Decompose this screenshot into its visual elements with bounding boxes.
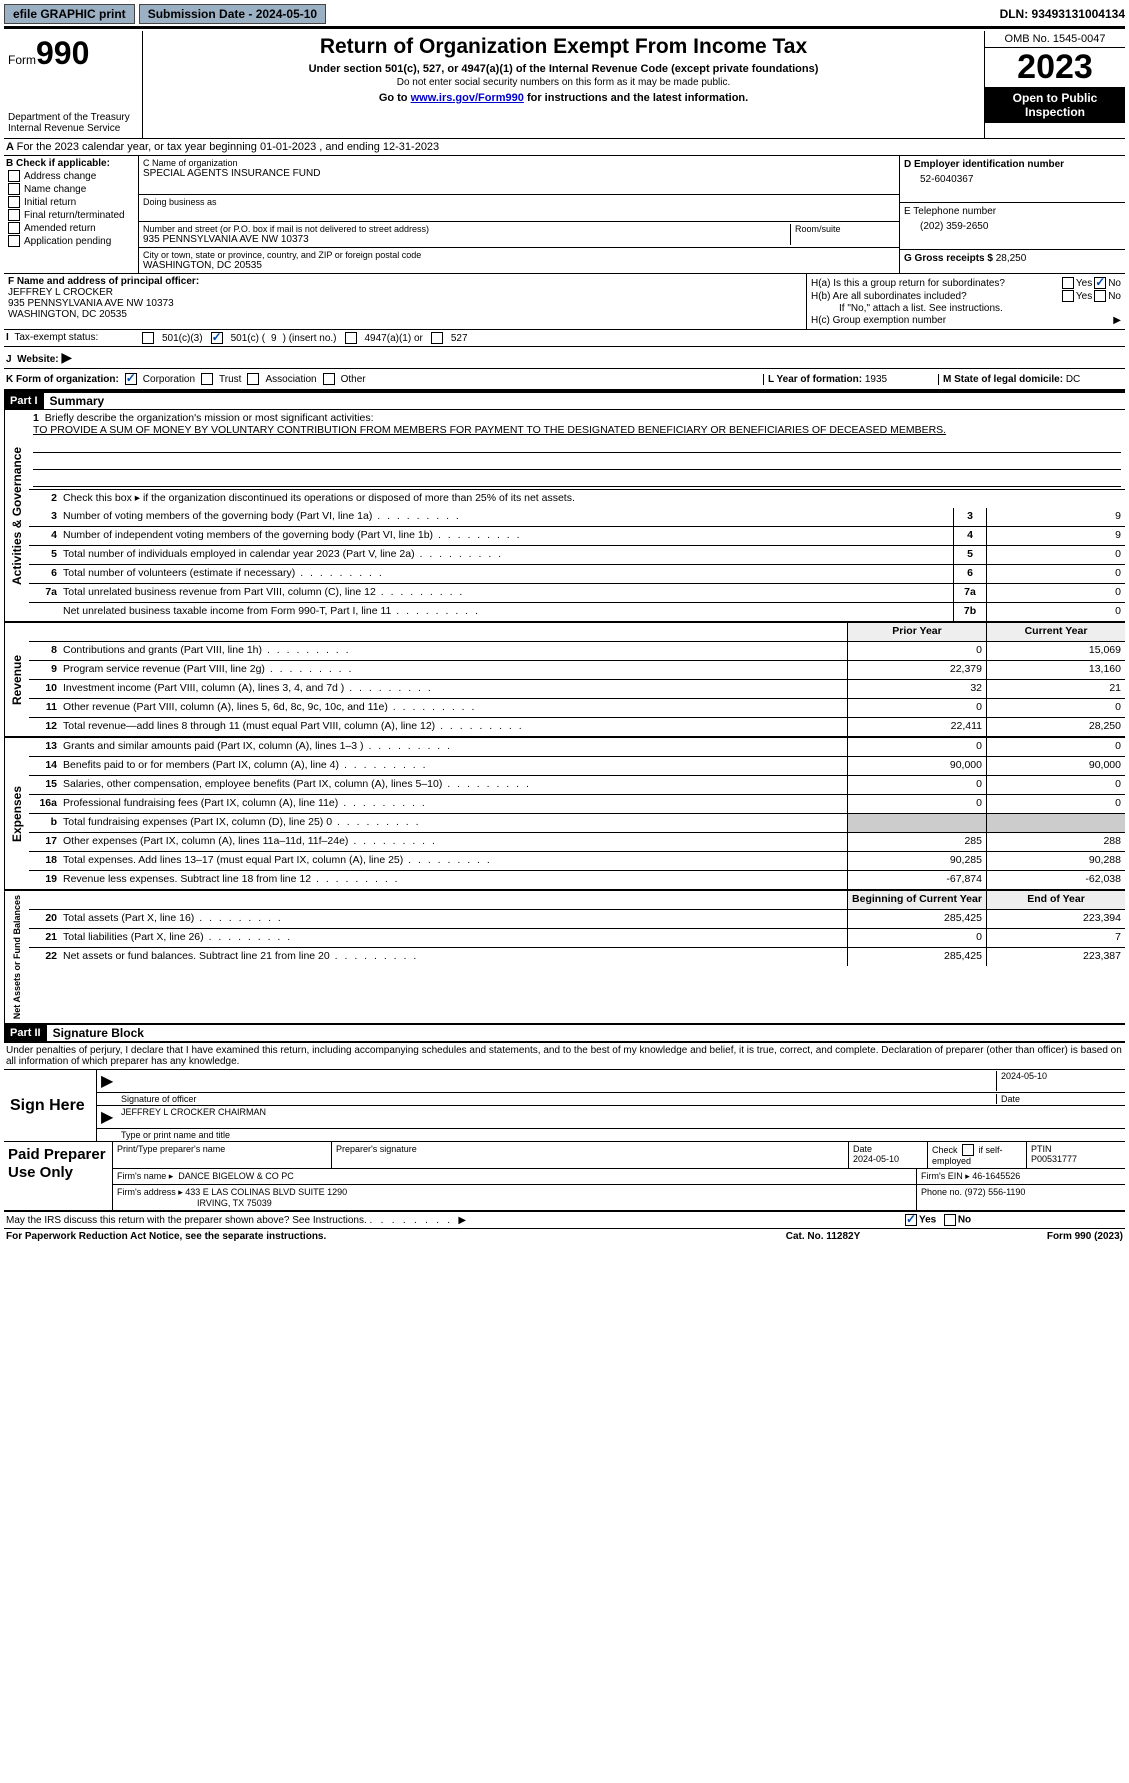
row-i: I Tax-exempt status: 501(c)(3) 501(c) (9…	[4, 329, 1125, 346]
gov-row: 7aTotal unrelated business revenue from …	[29, 583, 1125, 602]
section-note: Under section 501(c), 527, or 4947(a)(1)…	[147, 63, 980, 75]
gov-row: 6Total number of volunteers (estimate if…	[29, 564, 1125, 583]
netassets-section: Net Assets or Fund Balances Beginning of…	[4, 889, 1125, 1023]
instructions-link-row: Go to www.irs.gov/Form990 for instructio…	[147, 92, 980, 104]
org-street: 935 PENNSYLVANIA AVE NW 10373	[143, 234, 790, 245]
irs-link[interactable]: www.irs.gov/Form990	[411, 92, 524, 104]
mission-text: TO PROVIDE A SUM OF MONEY BY VOLUNTARY C…	[33, 424, 946, 436]
revenue-row: 8Contributions and grants (Part VIII, li…	[29, 641, 1125, 660]
expense-row: 18Total expenses. Add lines 13–17 (must …	[29, 851, 1125, 870]
ha-no-check	[1094, 277, 1106, 289]
revenue-row: 10Investment income (Part VIII, column (…	[29, 679, 1125, 698]
phone: (202) 359-2650	[904, 217, 1121, 236]
ein: 52-6040367	[904, 170, 1121, 189]
gov-row: 4Number of independent voting members of…	[29, 526, 1125, 545]
revenue-row: 12Total revenue—add lines 8 through 11 (…	[29, 717, 1125, 736]
open-inspection: Open to Public Inspection	[985, 87, 1125, 123]
gov-row: 3Number of voting members of the governi…	[29, 508, 1125, 526]
efile-button[interactable]: efile GRAPHIC print	[4, 4, 135, 24]
discuss-row: May the IRS discuss this return with the…	[4, 1212, 1125, 1228]
firm-phone: (972) 556-1190	[965, 1187, 1026, 1197]
firm-name: DANCE BIGELOW & CO PC	[178, 1171, 294, 1181]
netassets-row: 21Total liabilities (Part X, line 26)07	[29, 928, 1125, 947]
expenses-section: Expenses 13Grants and similar amounts pa…	[4, 736, 1125, 889]
top-bar: efile GRAPHIC print Submission Date - 20…	[4, 4, 1125, 24]
expense-row: 17Other expenses (Part IX, column (A), l…	[29, 832, 1125, 851]
governance-section: Activities & Governance 1 Briefly descri…	[4, 409, 1125, 621]
gross-receipts: 28,250	[996, 253, 1027, 264]
expense-row: 15Salaries, other compensation, employee…	[29, 775, 1125, 794]
tax-year: 2023	[985, 48, 1125, 87]
box-c: C Name of organization SPECIAL AGENTS IN…	[139, 156, 899, 273]
netassets-row: 22Net assets or fund balances. Subtract …	[29, 947, 1125, 966]
501c-check	[211, 332, 223, 344]
netassets-row: 20Total assets (Part X, line 16)285,4252…	[29, 909, 1125, 928]
paid-preparer-block: Paid Preparer Use Only Print/Type prepar…	[4, 1142, 1125, 1212]
line-a: A For the 2023 calendar year, or tax yea…	[4, 138, 1125, 156]
sig-disclaimer: Under penalties of perjury, I declare th…	[4, 1041, 1125, 1069]
state-domicile: DC	[1066, 374, 1080, 385]
revenue-section: Revenue Prior YearCurrent Year 8Contribu…	[4, 621, 1125, 736]
section-bcd: B Check if applicable: Address change Na…	[4, 156, 1125, 273]
expense-row: 19Revenue less expenses. Subtract line 1…	[29, 870, 1125, 889]
revenue-row: 9Program service revenue (Part VIII, lin…	[29, 660, 1125, 679]
gov-row: Net unrelated business taxable income fr…	[29, 602, 1125, 621]
dln: DLN: 93493131004134	[1000, 7, 1125, 21]
form-title: Return of Organization Exempt From Incom…	[147, 35, 980, 59]
corp-check	[125, 373, 137, 385]
expense-row: 14Benefits paid to or for members (Part …	[29, 756, 1125, 775]
box-b: B Check if applicable: Address change Na…	[4, 156, 139, 273]
form-number: Form990	[8, 35, 138, 72]
row-j: J Website: ▶	[4, 346, 1125, 368]
ptin: P00531777	[1031, 1154, 1077, 1164]
discuss-yes-check	[905, 1214, 917, 1226]
form-header: Form990 Department of the Treasury Inter…	[4, 31, 1125, 138]
expense-row: bTotal fundraising expenses (Part IX, co…	[29, 813, 1125, 832]
org-city: WASHINGTON, DC 20535	[143, 260, 895, 271]
officer-sig: JEFFREY L CROCKER CHAIRMAN	[121, 1107, 1121, 1127]
section-fh: F Name and address of principal officer:…	[4, 273, 1125, 329]
box-d: D Employer identification number 52-6040…	[899, 156, 1125, 273]
firm-ein: 46-1645526	[972, 1171, 1020, 1181]
sign-here-block: Sign Here ▶2024-05-10 Signature of offic…	[4, 1069, 1125, 1142]
year-formation: 1935	[865, 374, 887, 385]
expense-row: 13Grants and similar amounts paid (Part …	[29, 738, 1125, 756]
dept-label: Department of the Treasury Internal Reve…	[8, 112, 138, 134]
part-i-header: Part I Summary	[4, 391, 1125, 409]
revenue-row: 11Other revenue (Part VIII, column (A), …	[29, 698, 1125, 717]
box-f: F Name and address of principal officer:…	[4, 274, 807, 329]
gov-row: 5Total number of individuals employed in…	[29, 545, 1125, 564]
part-ii-header: Part II Signature Block	[4, 1023, 1125, 1041]
officer-name: JEFFREY L CROCKER	[8, 287, 802, 298]
org-name: SPECIAL AGENTS INSURANCE FUND	[143, 168, 895, 179]
box-h: H(a) Is this a group return for subordin…	[807, 274, 1125, 329]
omb-number: OMB No. 1545-0047	[985, 31, 1125, 48]
expense-row: 16aProfessional fundraising fees (Part I…	[29, 794, 1125, 813]
ssn-warning: Do not enter social security numbers on …	[147, 77, 980, 88]
row-klm: K Form of organization: Corporation Trus…	[4, 368, 1125, 391]
footer: For Paperwork Reduction Act Notice, see …	[4, 1228, 1125, 1244]
submission-date: Submission Date - 2024-05-10	[139, 4, 326, 24]
